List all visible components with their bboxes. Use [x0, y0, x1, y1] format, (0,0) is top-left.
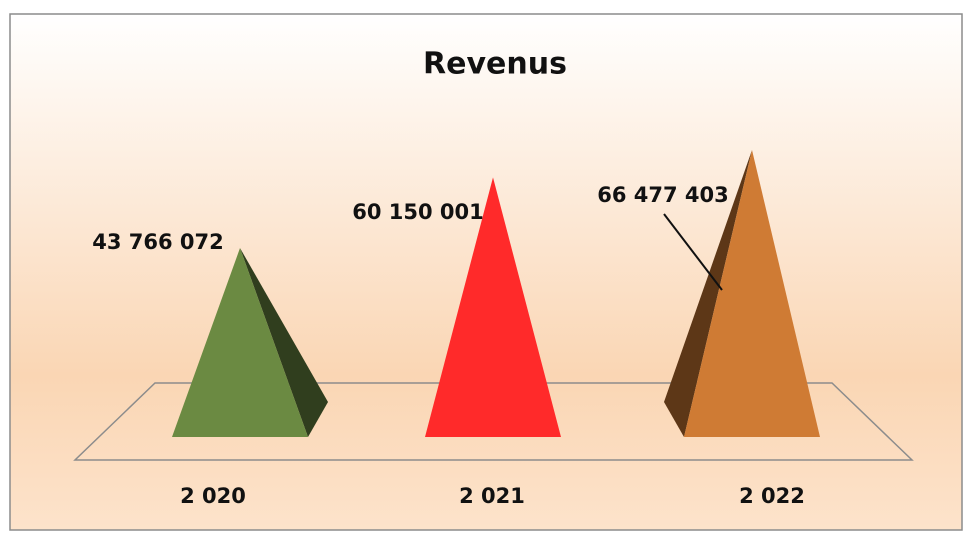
x-tick-label: 2 022 — [739, 484, 805, 508]
pyramid — [172, 248, 328, 437]
x-tick-label: 2 021 — [459, 484, 525, 508]
pyramid — [425, 177, 561, 437]
pyramid-face — [684, 150, 820, 437]
data-label: 66 477 403 — [597, 183, 729, 207]
leader-line — [663, 213, 723, 291]
pyramid-side — [664, 150, 752, 437]
pyramid — [664, 150, 820, 437]
pyramid-side — [240, 248, 328, 437]
chart-title: Revenus — [423, 47, 567, 82]
pyramid-face — [425, 177, 561, 437]
data-label: 43 766 072 — [92, 230, 224, 254]
floor — [73, 382, 914, 461]
x-tick-label: 2 020 — [180, 484, 246, 508]
data-label: 60 150 001 — [352, 200, 484, 224]
pyramid-face — [172, 248, 308, 437]
